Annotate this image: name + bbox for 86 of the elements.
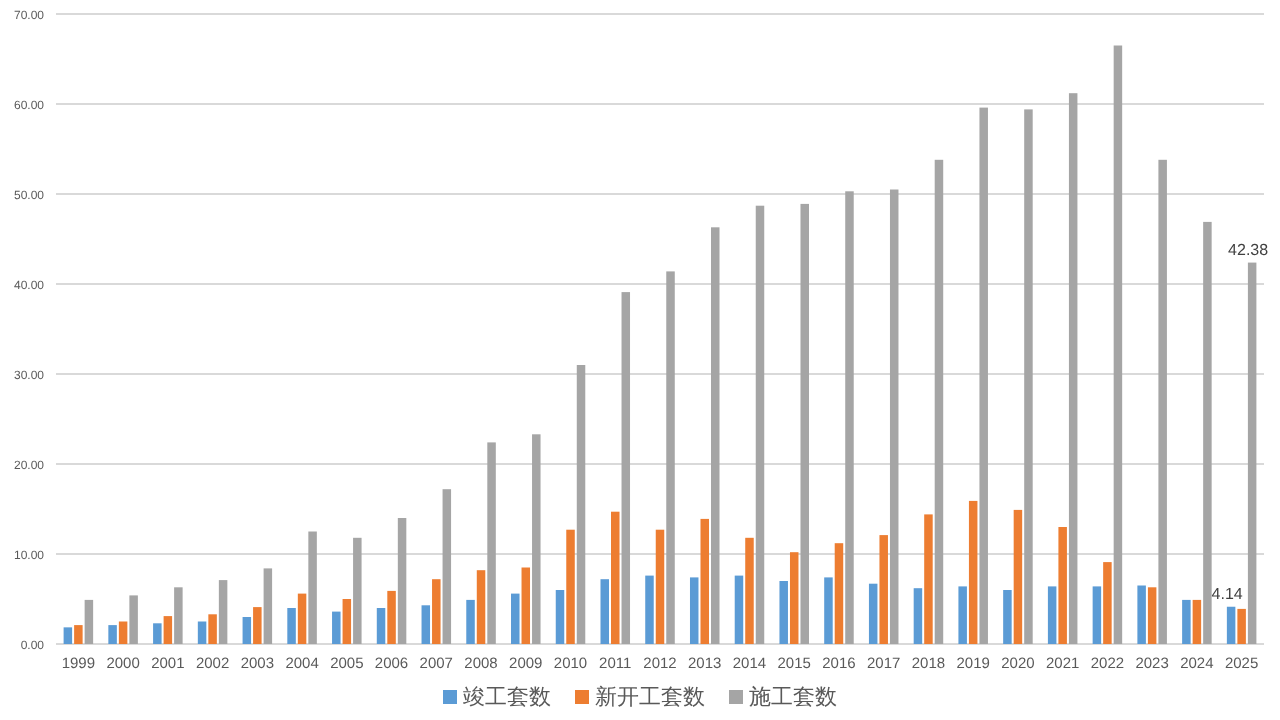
bar [1158, 159, 1167, 644]
data-label: 4.14 [1211, 584, 1244, 603]
bar [789, 552, 799, 644]
bar [442, 489, 452, 644]
bar [621, 292, 631, 644]
bar [655, 529, 665, 644]
bar [1024, 109, 1033, 644]
bar [332, 611, 341, 644]
bar [711, 227, 720, 644]
bar [734, 575, 744, 644]
bar [308, 531, 317, 644]
bar [174, 587, 183, 644]
legend-label: 竣工套数 [463, 684, 551, 710]
bar [645, 575, 654, 644]
bar [700, 518, 709, 644]
bar [934, 159, 944, 644]
bar [353, 537, 362, 644]
bar [487, 442, 496, 644]
bar [1003, 590, 1012, 644]
bar [889, 189, 899, 644]
bar [1137, 585, 1146, 644]
bar [1237, 608, 1246, 644]
bar [297, 593, 307, 644]
bar [84, 599, 94, 644]
bar [845, 191, 854, 644]
bar [63, 627, 73, 644]
bar [129, 595, 138, 644]
bar [532, 434, 541, 644]
bar [466, 599, 475, 644]
bar [387, 590, 396, 644]
bar [576, 365, 586, 644]
bar [74, 625, 83, 644]
bar [253, 607, 262, 644]
bar [153, 623, 162, 644]
bar [1147, 587, 1157, 644]
bar [263, 568, 273, 644]
bar [208, 614, 217, 644]
bar [342, 599, 352, 644]
bar [1058, 527, 1067, 644]
bar [242, 617, 252, 644]
bar [163, 616, 173, 644]
bar [566, 529, 575, 644]
bar [879, 535, 888, 644]
bar [1113, 45, 1123, 644]
bar [1068, 93, 1078, 644]
bar [755, 205, 765, 644]
bar [834, 543, 844, 644]
bar [511, 593, 520, 644]
legend-label: 施工套数 [749, 684, 837, 710]
bar [476, 570, 486, 644]
bar [745, 537, 754, 644]
bar [1226, 606, 1236, 644]
bar [521, 567, 531, 644]
bar [1013, 509, 1023, 644]
bar [218, 580, 228, 644]
bar [1047, 586, 1057, 644]
bar [1192, 599, 1202, 644]
bar [800, 203, 809, 644]
bar [1182, 599, 1191, 644]
bar [108, 625, 117, 644]
bar [958, 586, 967, 644]
bar [779, 581, 788, 644]
bar [968, 500, 978, 644]
bar [1103, 562, 1112, 644]
bar [666, 271, 675, 644]
legend-label: 新开工套数 [595, 684, 705, 710]
bar [397, 518, 407, 644]
bar [979, 107, 988, 644]
bar [432, 579, 441, 644]
bar [118, 621, 128, 644]
bar [924, 514, 933, 644]
bar [1247, 262, 1257, 644]
bar [913, 588, 923, 644]
data-label: 42.38 [1228, 240, 1270, 259]
bar [600, 579, 609, 644]
bar [287, 608, 296, 644]
bar [1092, 586, 1102, 644]
bar [824, 577, 833, 644]
bar [376, 608, 386, 644]
bar [555, 590, 565, 644]
bar [868, 583, 878, 644]
bar [689, 577, 699, 644]
bar [197, 621, 207, 644]
bar [1203, 221, 1212, 644]
bar [421, 605, 431, 644]
bar [611, 511, 620, 644]
